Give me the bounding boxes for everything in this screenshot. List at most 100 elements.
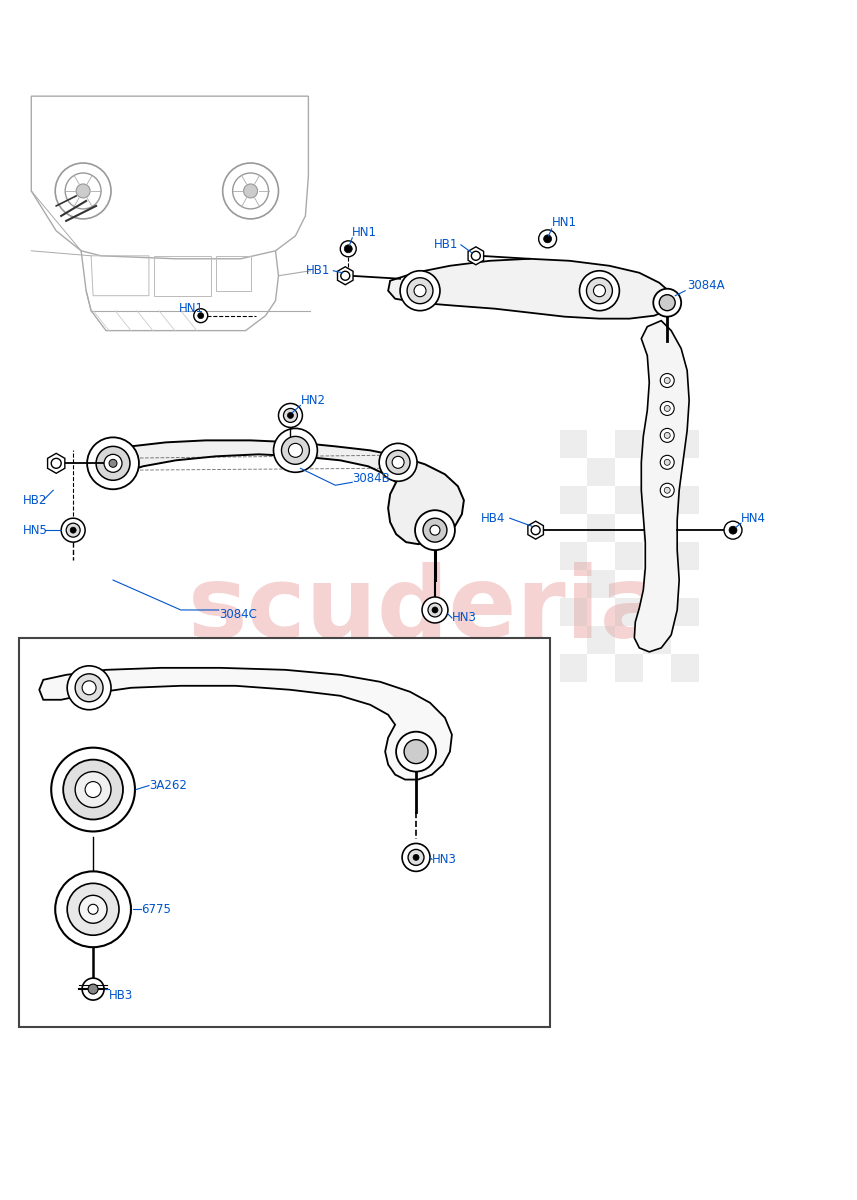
Circle shape xyxy=(75,674,103,702)
Text: HN1: HN1 xyxy=(179,302,204,316)
Bar xyxy=(20,638,549,1027)
Polygon shape xyxy=(48,454,65,473)
Circle shape xyxy=(415,510,455,550)
Circle shape xyxy=(660,373,674,388)
Bar xyxy=(588,458,615,486)
Circle shape xyxy=(75,772,111,808)
Bar xyxy=(671,654,699,682)
Circle shape xyxy=(87,437,139,490)
Circle shape xyxy=(593,284,605,296)
Circle shape xyxy=(396,732,436,772)
Bar xyxy=(671,598,699,626)
Circle shape xyxy=(289,443,303,457)
Circle shape xyxy=(279,403,303,427)
Circle shape xyxy=(51,748,135,832)
Circle shape xyxy=(243,184,258,198)
Circle shape xyxy=(79,895,107,923)
Bar xyxy=(588,514,615,542)
Circle shape xyxy=(88,905,98,914)
Circle shape xyxy=(402,844,430,871)
Circle shape xyxy=(67,883,119,935)
Text: HB3: HB3 xyxy=(109,989,134,1002)
Text: 6775: 6775 xyxy=(141,902,171,916)
Text: 3084A: 3084A xyxy=(687,280,725,293)
Bar xyxy=(615,654,644,682)
Circle shape xyxy=(88,984,98,994)
Polygon shape xyxy=(99,440,464,544)
Text: HB1: HB1 xyxy=(306,264,330,277)
Circle shape xyxy=(341,271,350,281)
Bar xyxy=(671,431,699,458)
Circle shape xyxy=(76,184,90,198)
Circle shape xyxy=(539,230,556,248)
Circle shape xyxy=(664,406,670,412)
Polygon shape xyxy=(39,668,452,780)
Bar xyxy=(615,486,644,514)
Circle shape xyxy=(379,443,417,481)
Text: 3084B: 3084B xyxy=(352,472,390,485)
Bar xyxy=(560,542,588,570)
Circle shape xyxy=(387,450,410,474)
Circle shape xyxy=(393,456,405,468)
Circle shape xyxy=(273,428,317,473)
Bar xyxy=(615,598,644,626)
Circle shape xyxy=(55,871,131,947)
Circle shape xyxy=(664,432,670,438)
Circle shape xyxy=(340,241,357,257)
Polygon shape xyxy=(634,320,689,652)
Polygon shape xyxy=(468,247,483,265)
Bar xyxy=(560,431,588,458)
Circle shape xyxy=(287,413,293,419)
Circle shape xyxy=(531,526,540,535)
Circle shape xyxy=(724,521,742,539)
Bar xyxy=(671,542,699,570)
Circle shape xyxy=(198,313,204,319)
Circle shape xyxy=(423,518,447,542)
Circle shape xyxy=(408,850,424,865)
Bar xyxy=(588,570,615,598)
Circle shape xyxy=(82,680,96,695)
Circle shape xyxy=(543,235,552,242)
Circle shape xyxy=(413,854,419,860)
Circle shape xyxy=(405,739,428,763)
Circle shape xyxy=(223,163,279,218)
Circle shape xyxy=(400,271,440,311)
Circle shape xyxy=(66,523,81,538)
Circle shape xyxy=(194,308,207,323)
Circle shape xyxy=(579,271,620,311)
Circle shape xyxy=(664,487,670,493)
Circle shape xyxy=(659,295,675,311)
Circle shape xyxy=(660,455,674,469)
Bar xyxy=(615,542,644,570)
Text: 3084C: 3084C xyxy=(219,608,256,622)
Circle shape xyxy=(430,526,440,535)
Polygon shape xyxy=(528,521,543,539)
Text: HN4: HN4 xyxy=(741,511,766,524)
Circle shape xyxy=(653,289,681,317)
Circle shape xyxy=(63,760,123,820)
Circle shape xyxy=(96,446,130,480)
Polygon shape xyxy=(338,266,353,284)
Bar xyxy=(644,570,671,598)
Circle shape xyxy=(414,284,426,296)
Circle shape xyxy=(67,666,111,709)
Text: HB2: HB2 xyxy=(23,493,48,506)
Circle shape xyxy=(407,277,433,304)
Circle shape xyxy=(432,607,438,613)
Text: HB1: HB1 xyxy=(434,239,458,251)
Text: HN3: HN3 xyxy=(452,612,476,624)
Text: HN1: HN1 xyxy=(552,216,577,229)
Circle shape xyxy=(284,408,297,422)
Text: HB4: HB4 xyxy=(482,511,506,524)
Circle shape xyxy=(104,455,122,473)
Text: HN2: HN2 xyxy=(301,394,326,407)
Circle shape xyxy=(660,402,674,415)
Bar xyxy=(560,598,588,626)
Bar xyxy=(644,514,671,542)
Text: HN5: HN5 xyxy=(23,523,48,536)
Bar xyxy=(560,654,588,682)
Circle shape xyxy=(660,428,674,443)
Bar xyxy=(560,486,588,514)
Circle shape xyxy=(61,518,85,542)
Text: HN1: HN1 xyxy=(352,227,377,239)
